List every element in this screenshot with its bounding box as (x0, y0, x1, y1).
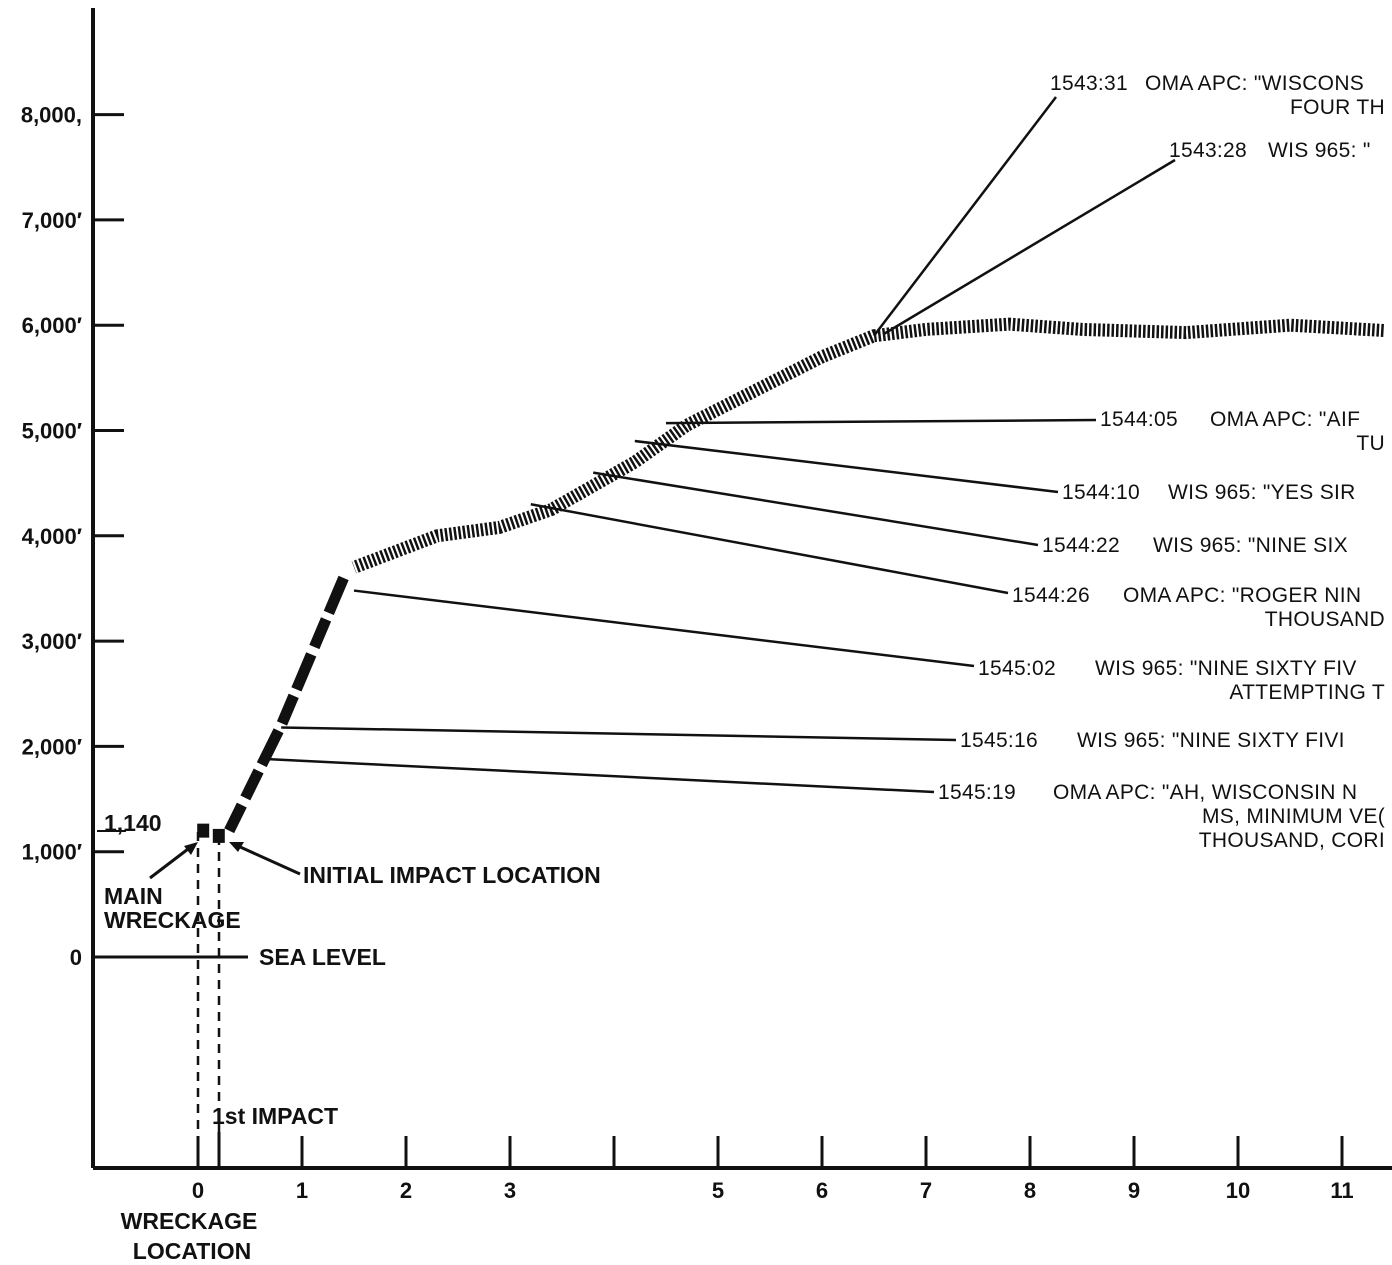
annotation-text: WIS 965: "YES SIR (1168, 481, 1356, 504)
annotation-leader-line (634, 439, 1059, 494)
initial-impact-arrowhead (229, 842, 244, 852)
annotation-text: OMA APC: "ROGER NIN (1123, 584, 1361, 607)
impact-marker (197, 823, 210, 838)
annotation-leader-line (530, 502, 1009, 595)
y-tick-label: 2,000′ (22, 734, 82, 759)
annotation-time: 1543:31 (1050, 72, 1128, 95)
axes: 0 1,000′ 2,000′ 3,000′ 4,000′ 5,000′ 6,000′ 7,0… (21, 8, 1392, 1203)
annotation-leader-line (281, 726, 957, 742)
x-tick-label: 1 (296, 1178, 308, 1203)
y-tick-label: 1,000′ (22, 840, 82, 865)
x-tick-label: 3 (504, 1178, 516, 1203)
flight-path (197, 317, 1384, 843)
annotation-leader-line (883, 158, 1176, 335)
flight-path-lower (224, 575, 349, 834)
x-tick-label: 11 (1330, 1178, 1353, 1203)
annotation-leader-line (353, 589, 975, 668)
annotation-leader-line (665, 418, 1097, 425)
main-wreckage-label: MAIN (104, 883, 163, 909)
annotation-text: FOUR TH (1290, 96, 1385, 119)
x-tick-label: 9 (1128, 1178, 1140, 1203)
x-tick-label: 0 (192, 1178, 204, 1203)
annotation-time: 1545:02 (978, 657, 1056, 680)
annotation-time: 1543:28 (1169, 139, 1247, 162)
wreckage-location-label: WRECKAGE (121, 1208, 258, 1234)
initial-impact-arrow (237, 844, 301, 876)
x-tick-label: 8 (1024, 1178, 1036, 1203)
annotation-text: OMA APC: "AIF (1210, 408, 1360, 431)
y-tick-label: 8,000, (21, 103, 82, 128)
annotation-time: 1545:19 (938, 781, 1016, 804)
annotation-text: OMA APC: "AH, WISCONSIN N (1053, 781, 1357, 804)
annotation-text: ATTEMPTING T (1229, 681, 1385, 704)
annotation-time: 1544:05 (1100, 408, 1178, 431)
annotation-text: WIS 965: " (1268, 139, 1371, 162)
annotation-text: TU (1356, 432, 1385, 455)
annotation-text: WIS 965: "NINE SIX (1153, 534, 1348, 557)
main-wreckage-arrowhead (184, 842, 198, 855)
main-wreckage-label: WRECKAGE (104, 907, 241, 933)
initial-impact-label: INITIAL IMPACT LOCATION (303, 862, 601, 888)
annotation-text: THOUSAND (1265, 608, 1385, 631)
flight-path-upper (351, 317, 1384, 574)
main-wreckage-arrow (149, 844, 193, 880)
annotation-text: MS, MINIMUM VE( (1202, 805, 1385, 828)
y-tick-label: 0 (70, 945, 82, 970)
annotation-time: 1544:26 (1012, 584, 1090, 607)
annotation-time: 1544:10 (1062, 481, 1140, 504)
annotation-leader-line (592, 471, 1039, 547)
altitude-1140-label: 1,140 (104, 810, 162, 836)
x-tick-label: 2 (400, 1178, 412, 1203)
annotation-text: WIS 965: "NINE SIXTY FIVI (1077, 729, 1345, 752)
annotation-leader-line (873, 96, 1057, 337)
annotation-text: THOUSAND, CORI (1199, 829, 1385, 852)
y-tick-label: 5,000′ (22, 419, 82, 444)
sea-level-label: SEA LEVEL (259, 944, 386, 970)
x-tick-label: 7 (920, 1178, 932, 1203)
annotation-text: WIS 965: "NINE SIXTY FIV (1095, 657, 1357, 680)
y-tick-label: 4,000′ (22, 524, 82, 549)
x-tick-label: 6 (816, 1178, 828, 1203)
annotation-text: OMA APC: "WISCONS (1145, 72, 1364, 95)
x-tick-label: 5 (712, 1178, 724, 1203)
first-impact-label: 1st IMPACT (212, 1103, 338, 1129)
x-tick-label: 10 (1226, 1178, 1250, 1203)
wreckage-location-label: LOCATION (133, 1238, 251, 1264)
impact-marker (212, 828, 225, 843)
annotation-leader-line (265, 757, 935, 794)
y-tick-label: 6,000′ (22, 313, 82, 338)
annotation-time: 1544:22 (1042, 534, 1120, 557)
y-tick-label: 7,000′ (22, 208, 82, 233)
annotation-time: 1545:16 (960, 729, 1038, 752)
y-tick-label: 3,000′ (22, 629, 82, 654)
